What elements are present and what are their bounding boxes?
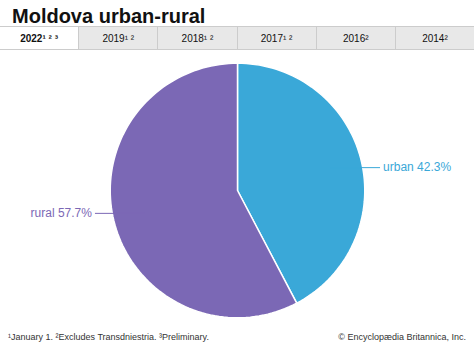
html-text:2019¹ ²: 2019¹ ² [102,32,135,44]
svg-text:rural 57.7%: rural 57.7% [31,206,93,220]
html-text:2017¹ ²: 2017¹ ² [260,32,293,44]
html-text:2018¹ ²: 2018¹ ² [181,32,214,44]
html-text:¹January 1. ²Excludes Transdni: ¹January 1. ²Excludes Transdniestria. ³P… [8,332,209,342]
html-text:2016²: 2016² [343,32,369,44]
html-text:2022¹ ² ³: 2022¹ ² ³ [20,32,58,44]
html-text:2014²: 2014² [422,32,448,44]
html-text:Moldova urban-rural: Moldova urban-rural [12,5,206,27]
html-text:© Encyclopædia Britannica, Inc: © Encyclopædia Britannica, Inc. [338,332,466,342]
svg-text:urban 42.3%: urban 42.3% [383,160,451,174]
